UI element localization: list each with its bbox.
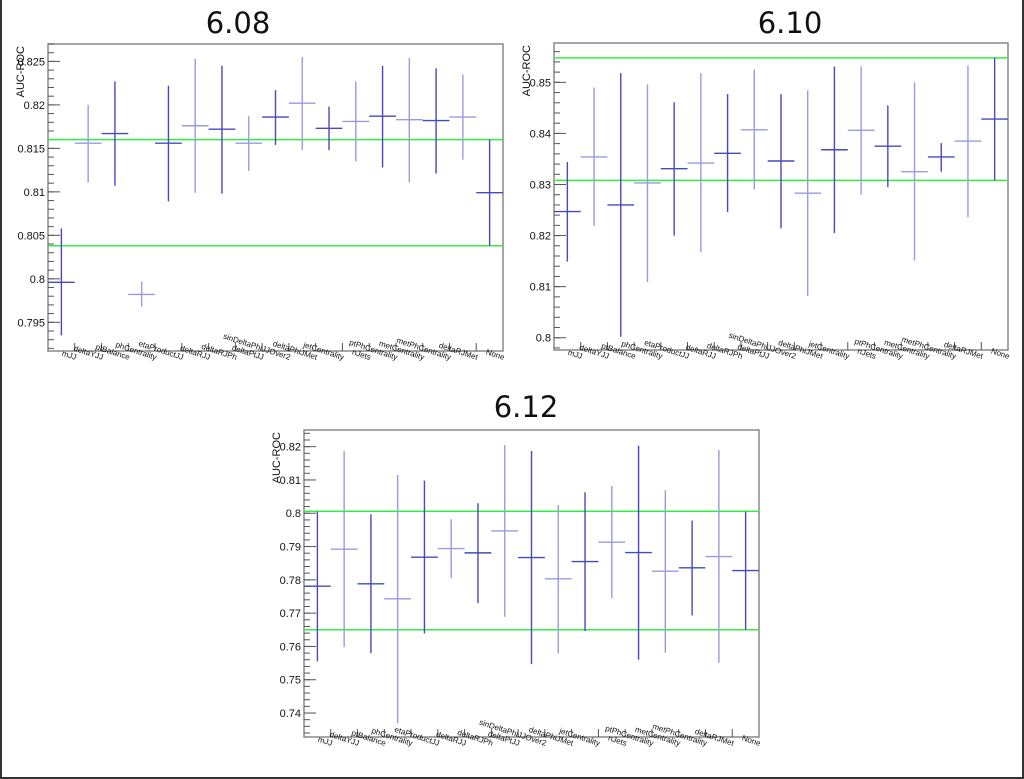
error-bar-point xyxy=(580,87,608,226)
error-bar-point xyxy=(571,492,599,632)
error-bar-point xyxy=(794,90,822,296)
error-bar-point xyxy=(155,85,182,202)
error-bar-point xyxy=(315,106,343,151)
error-bar-point xyxy=(48,228,75,336)
error-bar-point xyxy=(74,104,102,183)
error-bar-point xyxy=(598,485,626,599)
y-tick-label: 0.815 xyxy=(17,143,45,155)
error-bar-point xyxy=(491,444,519,617)
y-tick-label: 0.8 xyxy=(286,508,301,520)
error-bar-point xyxy=(607,73,635,337)
error-bar-point xyxy=(357,514,385,654)
error-bar-point xyxy=(687,73,715,253)
error-bar-point xyxy=(544,504,572,654)
y-axis-label: AUC-ROC xyxy=(15,46,27,97)
error-bar-point xyxy=(342,81,370,162)
y-tick-label: 0.82 xyxy=(280,442,301,454)
error-bar-point xyxy=(954,65,982,218)
error-bar-point xyxy=(384,474,412,724)
y-axis-label: AUC-ROC xyxy=(521,45,533,96)
y-tick-label: 0.78 xyxy=(280,575,301,587)
error-bar-point xyxy=(422,68,450,174)
y-tick-label: 0.75 xyxy=(280,675,301,687)
error-bar-point xyxy=(767,94,795,229)
y-tick-label: 0.84 xyxy=(530,128,551,140)
error-bar-point xyxy=(288,57,316,151)
y-tick-label: 0.8 xyxy=(30,274,45,286)
y-tick-label: 0.795 xyxy=(17,317,45,329)
error-bar-point xyxy=(235,116,263,171)
x-category-label: mJJ xyxy=(61,349,78,362)
panel-title-610: 6.10 xyxy=(757,6,823,40)
y-tick-label: 0.8 xyxy=(536,333,551,345)
x-category-label: mJJ xyxy=(567,348,584,361)
x-category-label: mJJ xyxy=(317,735,334,748)
error-bar-point xyxy=(518,450,545,665)
error-bar-point xyxy=(330,450,358,648)
error-bar-point xyxy=(705,449,733,663)
y-tick-label: 0.825 xyxy=(17,56,45,68)
y-tick-label: 0.85 xyxy=(530,77,551,89)
error-bar-point xyxy=(625,445,652,660)
error-bar-point xyxy=(369,65,396,168)
y-tick-label: 0.81 xyxy=(24,187,45,199)
error-bar-point xyxy=(651,490,679,653)
y-axis-label: AUC-ROC xyxy=(271,432,283,483)
error-bar-point xyxy=(464,503,492,604)
y-tick-label: 0.805 xyxy=(17,230,45,242)
error-bar-point xyxy=(476,139,503,246)
error-bar-point xyxy=(437,519,465,579)
y-tick-label: 0.76 xyxy=(280,641,301,653)
error-bar-point xyxy=(208,65,236,194)
plot-frame xyxy=(47,43,504,352)
panel-610: 0.80.810.820.830.840.85AUC-ROCmJJdeltaYJ… xyxy=(521,42,1011,361)
y-tick-label: 0.81 xyxy=(530,282,551,294)
error-bar-point xyxy=(101,81,129,186)
error-bar-point xyxy=(847,66,875,195)
error-bar-point xyxy=(128,281,156,307)
y-tick-label: 0.82 xyxy=(24,100,45,112)
error-bar-point xyxy=(927,143,955,172)
error-bar-point xyxy=(678,520,706,616)
error-bar-point xyxy=(732,511,759,630)
y-tick-label: 0.74 xyxy=(280,708,301,720)
error-bar-point xyxy=(449,74,477,160)
error-bar-point xyxy=(554,162,581,262)
error-bar-point xyxy=(714,94,741,213)
panel-title-608: 6.08 xyxy=(205,6,271,40)
error-bar-point xyxy=(740,69,768,190)
y-tick-label: 0.83 xyxy=(530,179,551,191)
error-bar-point xyxy=(304,511,331,662)
error-bar-point xyxy=(262,90,289,145)
error-bar-point xyxy=(411,480,438,634)
panel-612: 0.74 0.75 0.76 0.77 0.78 0.79 0.8 0.81 0.82AUC-R… xyxy=(271,429,762,748)
y-tick-label: 0.79 xyxy=(280,542,301,554)
error-bar-point xyxy=(874,105,902,188)
y-tick-label: 0.82 xyxy=(530,231,551,243)
error-bar-point xyxy=(634,84,661,283)
panel-title-612: 6.12 xyxy=(493,390,559,424)
error-bar-point xyxy=(981,57,1008,181)
error-bar-point xyxy=(821,66,848,234)
error-bar-point xyxy=(181,58,209,193)
y-tick-label: 0.77 xyxy=(280,608,301,620)
error-bar-point xyxy=(660,102,688,236)
error-bar-point xyxy=(901,82,928,261)
y-tick-label: 0.81 xyxy=(280,475,301,487)
error-bar-point xyxy=(395,57,423,183)
